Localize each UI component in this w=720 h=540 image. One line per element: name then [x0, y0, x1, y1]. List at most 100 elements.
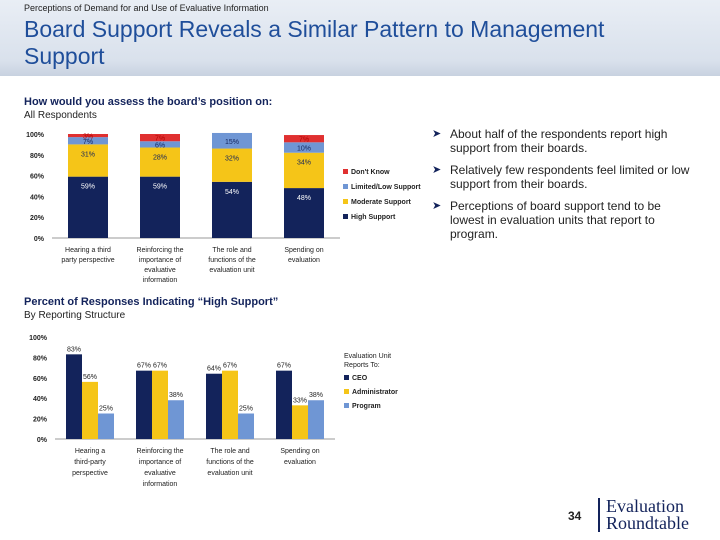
x-tick-label: functions of the: [206, 459, 254, 466]
data-label: 59%: [153, 184, 167, 191]
page-title: Board Support Reveals a Similar Pattern …: [24, 16, 605, 69]
x-tick-label: evaluative: [144, 470, 176, 477]
y-tick-label: 40%: [33, 396, 48, 403]
bar: [152, 370, 168, 439]
data-label: 54%: [225, 189, 239, 196]
bar: [98, 413, 114, 439]
x-tick-label: evaluation: [288, 257, 320, 264]
y-tick-label: 100%: [29, 335, 48, 342]
bar: [168, 400, 184, 439]
y-tick-label: 40%: [30, 194, 45, 201]
bar-segment: [212, 148, 252, 182]
x-tick-label: The role and: [212, 247, 251, 254]
data-label: 7%: [299, 137, 309, 144]
section2-subtitle: By Reporting Structure: [24, 310, 126, 321]
y-tick-label: 100%: [26, 132, 45, 139]
legend-title: Reports To:: [344, 362, 380, 369]
legend-label: Limited/Low Support: [351, 184, 421, 191]
bar-segment: [140, 141, 180, 148]
data-label: 28%: [153, 155, 167, 162]
bar: [276, 370, 292, 439]
finding-item: ➤ Perceptions of board support tend to be…: [432, 199, 697, 241]
bar-segment: [140, 176, 180, 238]
legend-label: Moderate Support: [351, 199, 412, 206]
arrow-bullet-icon: ➤: [432, 200, 442, 212]
x-tick-label: Reinforcing the: [136, 247, 183, 254]
data-label: 38%: [309, 392, 323, 399]
x-tick-label: third-party: [74, 459, 106, 466]
x-tick-label: evaluation: [284, 459, 316, 466]
bar: [136, 370, 152, 439]
bar-segment: [68, 176, 108, 238]
data-label: 25%: [239, 406, 253, 413]
arrow-bullet-icon: ➤: [432, 164, 442, 176]
y-tick-label: 20%: [30, 215, 45, 222]
x-tick-label: information: [143, 481, 178, 488]
section2-title: Percent of Responses Indicating “High Su…: [24, 296, 279, 308]
grouped-bar-chart: 0% 20% 40% 60% 80% 100% 83% 56% 25% Hearing a thir…: [29, 335, 398, 488]
y-tick-label: 0%: [37, 437, 48, 444]
section1-subtitle: All Respondents: [24, 110, 97, 121]
legend-label: CEO: [352, 375, 368, 382]
data-label: 31%: [81, 151, 95, 158]
legend-swatch: [344, 389, 349, 394]
legend-label: High Support: [351, 214, 396, 221]
data-label: 83%: [67, 346, 81, 353]
bar-segment: [68, 137, 108, 145]
x-tick-label: Reinforcing the: [136, 448, 183, 455]
x-tick-label: The role and: [210, 448, 249, 455]
data-label: 6%: [155, 142, 165, 149]
x-tick-label: importance of: [139, 257, 181, 264]
bar: [82, 381, 98, 439]
legend-title: Evaluation Unit: [344, 353, 391, 360]
bar-segment: [68, 134, 108, 138]
header-banner: Perceptions of Demand for and Use of Eva…: [0, 0, 720, 76]
data-label: 3%: [83, 134, 93, 141]
bar-segment: [140, 147, 180, 177]
data-label: 67%: [223, 363, 237, 370]
bar: [238, 413, 254, 439]
data-label: 67%: [153, 363, 167, 370]
y-tick-label: 80%: [30, 153, 45, 160]
x-tick-label: information: [143, 277, 178, 284]
legend-label: Program: [352, 403, 381, 410]
data-label: 67%: [137, 363, 151, 370]
x-tick-label: evaluative: [144, 267, 176, 274]
data-label: 15%: [225, 139, 239, 146]
bar-segment: [284, 188, 324, 238]
bar: [308, 400, 324, 439]
bar: [206, 373, 222, 439]
finding-item: ➤ About half of the respondents report hi…: [432, 127, 697, 155]
bar-segment: [212, 181, 252, 238]
x-tick-label: evaluation unit: [207, 470, 252, 477]
data-label: 64%: [207, 366, 221, 373]
data-label: 38%: [169, 392, 183, 399]
data-label: 34%: [297, 160, 311, 167]
x-tick-label: importance of: [139, 459, 181, 466]
finding-text: Relatively few respondents feel limited …: [450, 163, 690, 191]
x-tick-label: Spending on: [284, 247, 323, 254]
x-tick-label: party perspective: [61, 257, 114, 264]
legend-swatch: [344, 375, 349, 380]
data-label: 32%: [225, 156, 239, 163]
bar-segment: [140, 134, 180, 142]
legend-swatch: [343, 184, 348, 189]
legend-swatch: [343, 169, 348, 174]
bar: [222, 370, 238, 439]
x-tick-label: Hearing a: [75, 448, 105, 455]
y-tick-label: 80%: [33, 355, 48, 362]
x-tick-label: Spending on: [280, 448, 319, 455]
logo-line-1: Evaluation: [606, 496, 684, 516]
x-tick-label: Hearing a third: [65, 247, 111, 254]
stacked-bar-chart: 0%20%40%60%80%100%59%31%7%3%Hearing a th…: [26, 132, 421, 284]
page-number: 34: [568, 509, 582, 523]
x-tick-label: perspective: [72, 470, 108, 477]
bar: [66, 354, 82, 439]
data-label: 48%: [297, 195, 311, 202]
bar-segment: [284, 135, 324, 143]
data-label: 25%: [99, 406, 113, 413]
bar: [292, 405, 308, 439]
bar-segment: [284, 152, 324, 189]
y-tick-label: 60%: [30, 174, 45, 181]
x-tick-label: functions of the: [208, 257, 256, 264]
